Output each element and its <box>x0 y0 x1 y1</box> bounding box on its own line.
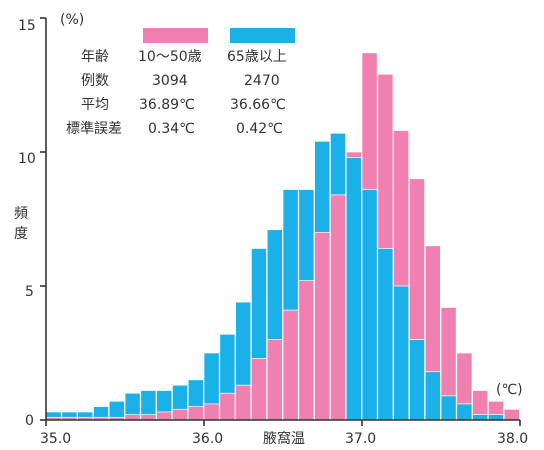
stats-label-age: 年齢 <box>81 49 109 65</box>
bar-b-20 <box>361 189 378 421</box>
bar-a-10 <box>203 403 220 421</box>
x-axis-label: 腋窩温 <box>263 430 305 447</box>
bar-a-15 <box>282 309 299 421</box>
stats-count-group-2: 2470 <box>244 73 280 89</box>
stats-label-count: 例数 <box>81 73 109 89</box>
bar-b-19 <box>345 157 362 421</box>
bar-b-22 <box>393 285 410 421</box>
bar-a-7 <box>156 411 173 421</box>
bar-a-13 <box>251 358 267 421</box>
y-tick-label-5: 5 <box>25 284 34 300</box>
bar-a-18 <box>330 194 346 421</box>
stats-label-mean: 平均 <box>81 97 109 113</box>
bar-a-11 <box>219 392 236 421</box>
bar-a-8 <box>172 408 188 421</box>
stats-se-group-2: 0.42℃ <box>236 121 283 137</box>
bar-b-23 <box>409 339 425 421</box>
y-unit-label: (%) <box>60 12 84 28</box>
bar-a-12 <box>235 384 252 421</box>
x-tick-label-37: 37.0 <box>345 431 376 447</box>
stats-count-group-1: 3094 <box>152 73 188 89</box>
bar-b-25 <box>440 395 457 421</box>
y-tick-label-10: 10 <box>18 151 36 167</box>
bar-a-9 <box>187 406 204 421</box>
bar-a-16 <box>298 280 315 421</box>
bar-b-28 <box>488 414 504 421</box>
y-tick-label-0: 0 <box>25 413 34 429</box>
x-tick-label-35: 35.0 <box>40 431 71 447</box>
y-axis-label: 頻度 <box>14 206 28 242</box>
stats-age-group-2: 65歳以上 <box>227 49 287 65</box>
x-tick-label-38: 38.0 <box>497 431 528 447</box>
bar-a-5 <box>124 414 141 421</box>
bar-b-24 <box>424 371 441 421</box>
bar-a-17 <box>314 232 331 421</box>
bar-a-14 <box>266 339 283 421</box>
y-tick-label-15: 15 <box>18 18 36 34</box>
bar-a-29 <box>503 408 520 421</box>
bar-a-6 <box>140 414 157 421</box>
x-unit-label: (℃) <box>496 382 523 398</box>
stats-age-group-1: 10〜50歳 <box>138 49 202 65</box>
y-axis-ticks <box>40 17 46 421</box>
stats-se-group-1: 0.34℃ <box>148 121 195 137</box>
bar-b-21 <box>377 248 394 421</box>
legend-swatch-10-50 <box>143 28 208 43</box>
x-tick-label-36: 36.0 <box>192 431 223 447</box>
x-axis-ticks <box>45 420 521 426</box>
stats-mean-group-2: 36.66℃ <box>230 97 286 113</box>
stats-mean-group-1: 36.89℃ <box>139 97 195 113</box>
stats-table: 年齢 10〜50歳 65歳以上 例数 3094 2470 平均 36.89℃ 3… <box>66 49 287 137</box>
bar-b-26 <box>456 403 473 421</box>
histogram-bars <box>45 52 520 421</box>
stats-label-se: 標準誤差 <box>66 121 122 137</box>
legend-swatch-65-plus <box>230 28 295 43</box>
bar-b-27 <box>472 414 489 421</box>
